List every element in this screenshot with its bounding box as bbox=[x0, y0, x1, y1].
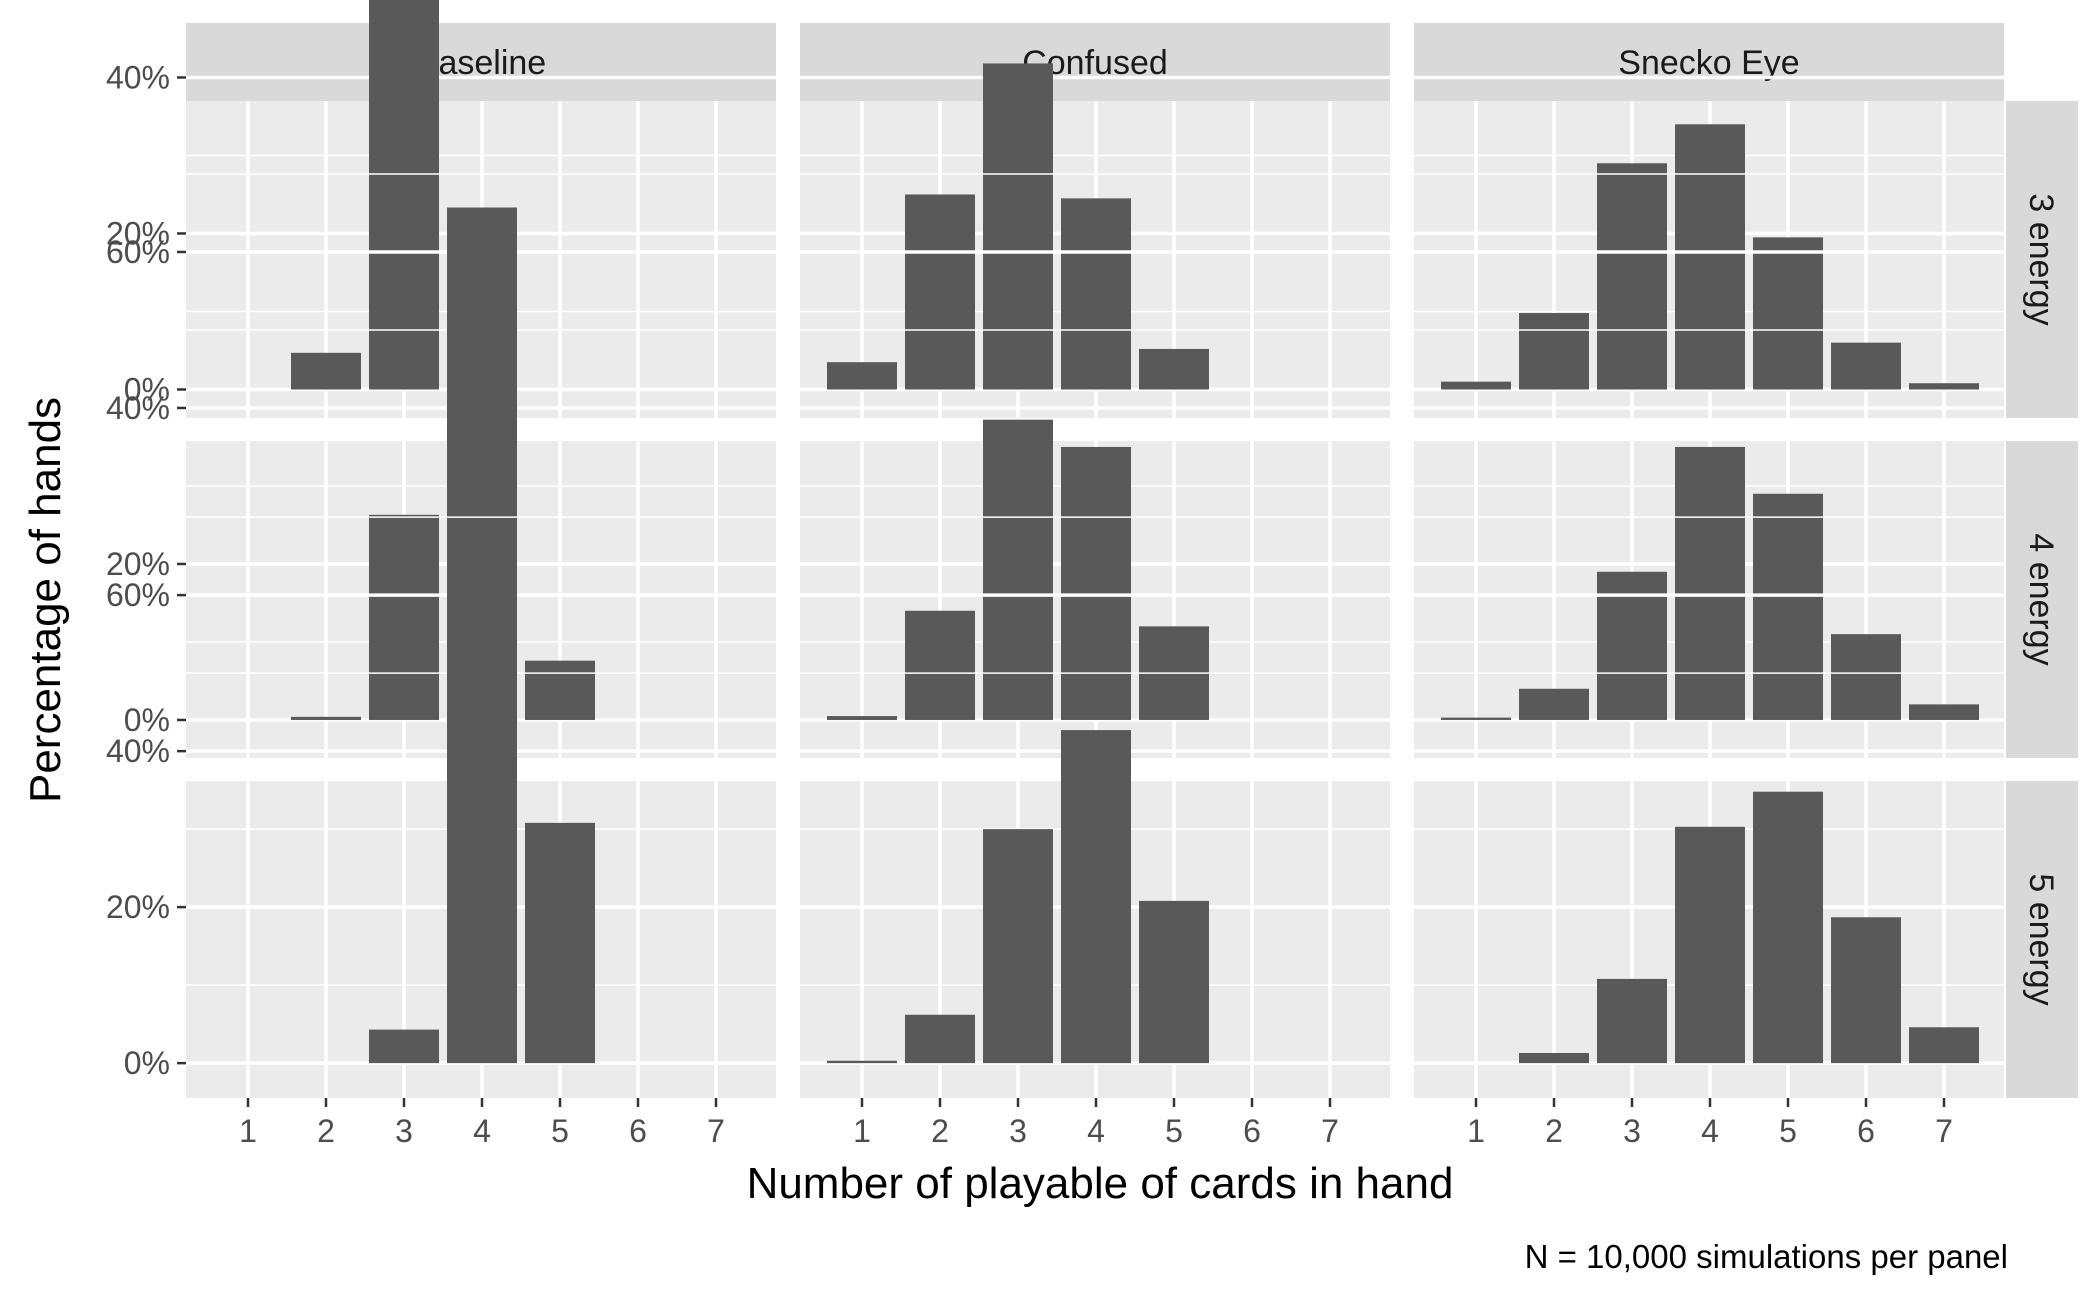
x-tick-label: 2 bbox=[317, 1113, 335, 1149]
x-tick-label: 7 bbox=[707, 1113, 725, 1149]
x-tick-label: 2 bbox=[1545, 1113, 1563, 1149]
strip-5-energy bbox=[2006, 781, 2078, 1098]
bar-3-energy-confused-1 bbox=[827, 362, 897, 390]
bar-3-energy-confused-5 bbox=[1139, 348, 1209, 390]
bar-5-energy-snecko-eye-3 bbox=[1597, 978, 1667, 1064]
bar-5-energy-confused-3 bbox=[983, 829, 1053, 1064]
bar-5-energy-snecko-eye-2 bbox=[1519, 1052, 1589, 1064]
bar-4-energy-baseline-3 bbox=[369, 514, 439, 720]
bar-5-energy-snecko-eye-4 bbox=[1675, 826, 1745, 1064]
y-tick-label: 0% bbox=[124, 1045, 170, 1081]
x-tick-label: 5 bbox=[551, 1113, 569, 1149]
x-tick-label: 1 bbox=[853, 1113, 871, 1149]
bar-3-energy-snecko-eye-6 bbox=[1831, 342, 1901, 390]
y-tick-label: 60% bbox=[106, 577, 170, 613]
x-tick-label: 5 bbox=[1779, 1113, 1797, 1149]
bar-4-energy-confused-3 bbox=[983, 419, 1053, 720]
y-tick-label: 60% bbox=[106, 234, 170, 270]
x-tick-label: 3 bbox=[1009, 1113, 1027, 1149]
strip-baseline bbox=[186, 23, 776, 101]
x-tick-label: 1 bbox=[239, 1113, 257, 1149]
y-tick-label: 20% bbox=[106, 546, 170, 582]
bar-3-energy-snecko-eye-2 bbox=[1519, 313, 1589, 390]
x-axis-title: Number of playable of cards in hand bbox=[747, 1159, 1454, 1208]
strip-snecko-eye bbox=[1414, 23, 2004, 101]
bar-4-energy-baseline-2 bbox=[291, 716, 361, 720]
bar-5-energy-baseline-3 bbox=[369, 1029, 439, 1064]
bar-5-energy-confused-2 bbox=[905, 1014, 975, 1064]
bar-3-energy-baseline-2 bbox=[291, 352, 361, 390]
strip-label-5-energy: 5 energy bbox=[2022, 873, 2060, 1005]
bar-4-energy-snecko-eye-6 bbox=[1831, 634, 1901, 720]
x-tick-label: 1 bbox=[1467, 1113, 1485, 1149]
bar-4-energy-confused-4 bbox=[1061, 446, 1131, 720]
bar-4-energy-confused-1 bbox=[827, 716, 897, 720]
strip-label-4-energy: 4 energy bbox=[2022, 533, 2060, 665]
x-tick-label: 2 bbox=[931, 1113, 949, 1149]
y-tick-label: 0% bbox=[124, 702, 170, 738]
strip-confused bbox=[800, 23, 1390, 101]
bar-4-energy-snecko-eye-2 bbox=[1519, 688, 1589, 720]
bar-5-energy-snecko-eye-6 bbox=[1831, 917, 1901, 1064]
bar-4-energy-snecko-eye-7 bbox=[1909, 704, 1979, 720]
strip-label-snecko-eye: Snecko Eye bbox=[1618, 44, 1799, 82]
bar-5-energy-snecko-eye-5 bbox=[1753, 791, 1823, 1064]
bar-5-energy-confused-4 bbox=[1061, 730, 1131, 1064]
y-tick-label: 40% bbox=[106, 59, 170, 95]
bar-3-energy-confused-3 bbox=[983, 63, 1053, 390]
bar-3-energy-snecko-eye-1 bbox=[1441, 381, 1511, 390]
y-tick-label: 20% bbox=[106, 889, 170, 925]
x-tick-label: 3 bbox=[395, 1113, 413, 1149]
bar-3-energy-snecko-eye-4 bbox=[1675, 124, 1745, 390]
bar-5-energy-baseline-5 bbox=[525, 822, 595, 1064]
strip-3-energy bbox=[2006, 101, 2078, 418]
caption: N = 10,000 simulations per panel bbox=[1525, 1238, 2008, 1275]
bar-5-energy-snecko-eye-7 bbox=[1909, 1027, 1979, 1064]
bar-3-energy-snecko-eye-5 bbox=[1753, 237, 1823, 390]
bar-3-energy-confused-4 bbox=[1061, 198, 1131, 390]
y-tick-label: 0% bbox=[124, 371, 170, 407]
x-tick-label: 6 bbox=[1243, 1113, 1261, 1149]
x-tick-label: 4 bbox=[1087, 1113, 1105, 1149]
y-axis-title: Percentage of hands bbox=[21, 397, 70, 803]
x-tick-label: 3 bbox=[1623, 1113, 1641, 1149]
x-tick-label: 7 bbox=[1935, 1113, 1953, 1149]
bar-3-energy-baseline-3 bbox=[369, 0, 439, 390]
bar-3-energy-snecko-eye-7 bbox=[1909, 383, 1979, 390]
bar-5-energy-baseline-4 bbox=[447, 556, 517, 1064]
x-tick-label: 6 bbox=[1857, 1113, 1875, 1149]
x-tick-label: 4 bbox=[473, 1113, 491, 1149]
bar-5-energy-confused-1 bbox=[827, 1060, 897, 1064]
y-tick-label: 40% bbox=[106, 733, 170, 769]
x-tick-label: 4 bbox=[1701, 1113, 1719, 1149]
bar-5-energy-confused-5 bbox=[1139, 900, 1209, 1064]
x-tick-label: 6 bbox=[629, 1113, 647, 1149]
bar-4-energy-snecko-eye-4 bbox=[1675, 446, 1745, 720]
strip-label-3-energy: 3 energy bbox=[2022, 193, 2060, 325]
bar-3-energy-confused-2 bbox=[905, 194, 975, 390]
bar-4-energy-snecko-eye-1 bbox=[1441, 717, 1511, 720]
x-tick-label: 7 bbox=[1321, 1113, 1339, 1149]
bar-3-energy-snecko-eye-3 bbox=[1597, 163, 1667, 390]
strip-4-energy bbox=[2006, 441, 2078, 758]
y-tick-label: 20% bbox=[106, 215, 170, 251]
bar-4-energy-snecko-eye-5 bbox=[1753, 493, 1823, 720]
y-tick-label: 40% bbox=[106, 390, 170, 426]
bar-4-energy-confused-2 bbox=[905, 610, 975, 720]
x-tick-label: 5 bbox=[1165, 1113, 1183, 1149]
bar-4-energy-baseline-5 bbox=[525, 660, 595, 720]
